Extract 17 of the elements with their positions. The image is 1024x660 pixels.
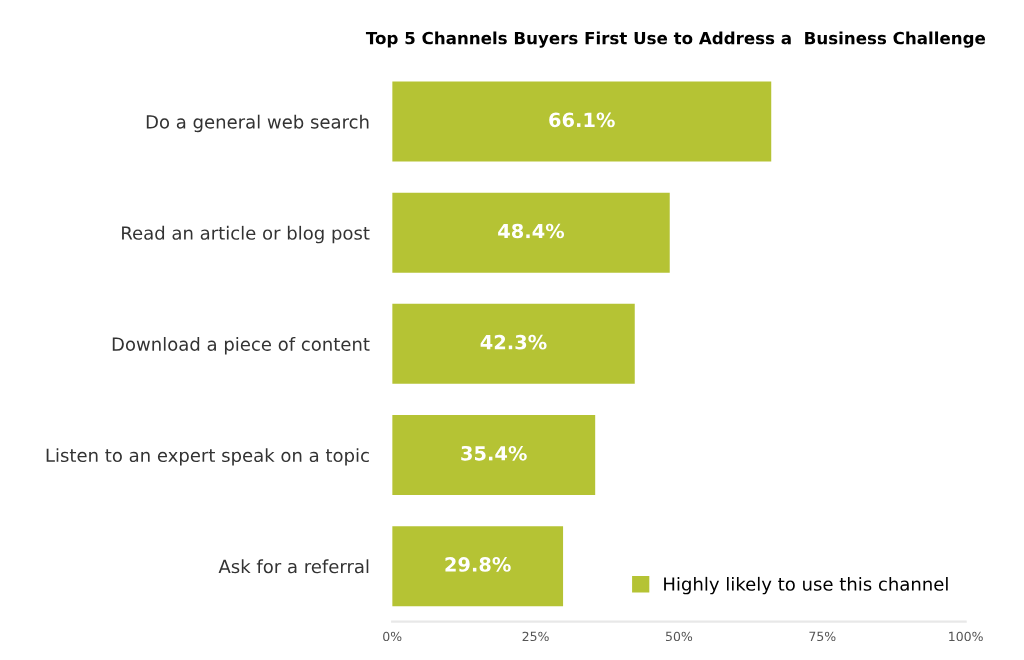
y-tick-label: Download a piece of content <box>112 337 370 355</box>
chart-title: Top 5 Channels Buyers First Use to Address a Business Challenge <box>365 31 986 48</box>
bar <box>392 81 772 162</box>
data-label: 48.4% <box>498 223 565 239</box>
bar <box>392 526 564 607</box>
data-label: 29.8% <box>445 557 511 572</box>
data-label: 42.3% <box>480 334 547 350</box>
y-tick-label: Read an article or blog post <box>122 225 370 244</box>
data-label: 66.1% <box>549 112 615 128</box>
y-tick-label: Do a general web search <box>146 114 369 133</box>
bar <box>392 303 635 384</box>
bar <box>392 414 596 496</box>
y-tick-label: Ask for a referral <box>218 559 369 574</box>
bar <box>392 192 670 273</box>
data-label: 35.4% <box>461 445 527 461</box>
legend-label: Highly likely to use this channel <box>664 576 948 595</box>
y-tick-label: Listen to an expert speak on a topic <box>46 448 369 466</box>
